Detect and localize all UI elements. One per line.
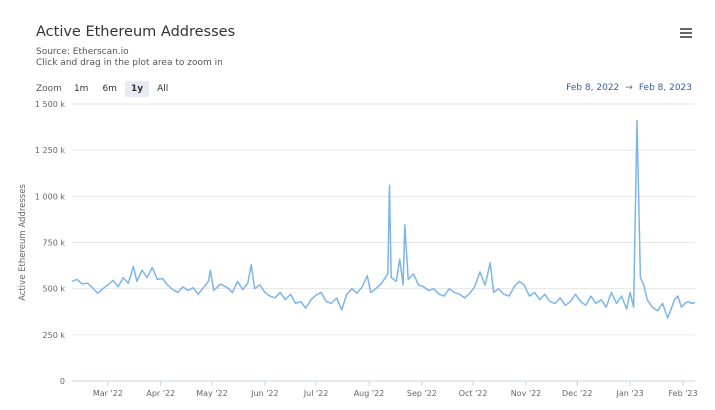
zoom-label: Zoom	[36, 84, 62, 94]
x-tick-label: Apr '22	[146, 389, 175, 398]
x-tick-label: Jul '22	[303, 389, 329, 398]
x-tick-label: Mar '22	[93, 389, 123, 398]
x-tick-label: Dec '22	[562, 389, 592, 398]
x-tick-label: Feb '23	[669, 389, 698, 398]
x-tick-label: May '22	[196, 389, 227, 398]
x-tick-label: Nov '22	[511, 389, 542, 398]
chart-source: Source: Etherscan.io	[36, 47, 129, 57]
zoom-1y-button[interactable]: 1y	[124, 81, 150, 97]
range-from[interactable]: Feb 8, 2022	[566, 83, 620, 93]
y-tick-label: 1 500 k	[35, 100, 65, 109]
x-tick-label: Jun '22	[250, 389, 278, 398]
x-tick-label: Aug '22	[354, 389, 385, 398]
y-axis-title: Active Ethereum Addresses	[18, 184, 28, 301]
zoom-6m-button[interactable]: 6m	[102, 84, 117, 94]
series-line	[71, 119, 696, 319]
x-tick-label: Oct '22	[459, 389, 488, 398]
chart-title: Active Ethereum Addresses	[36, 24, 236, 40]
zoom-selector: Zoom 1m 6m 1y All	[36, 81, 174, 97]
x-tick-label: Sep '22	[407, 389, 437, 398]
x-tick-label: Jan '23	[616, 389, 644, 398]
y-tick-label: 750 k	[43, 239, 66, 248]
range-to[interactable]: Feb 8, 2023	[638, 83, 692, 93]
chart-hint: Click and drag in the plot area to zoom …	[36, 58, 223, 68]
zoom-1m-button[interactable]: 1m	[73, 84, 89, 94]
y-tick-label: 1 000 k	[35, 192, 65, 201]
y-tick-label: 500 k	[43, 285, 66, 294]
y-tick-label: 0	[60, 377, 65, 386]
y-tick-label: 250 k	[43, 331, 66, 340]
range-separator: →	[625, 83, 633, 93]
hamburger-menu-icon[interactable]	[680, 28, 692, 40]
y-tick-label: 1 250 k	[35, 146, 65, 155]
zoom-all-button[interactable]: All	[157, 84, 169, 94]
date-range: Feb 8, 2022 → Feb 8, 2023	[566, 83, 692, 93]
